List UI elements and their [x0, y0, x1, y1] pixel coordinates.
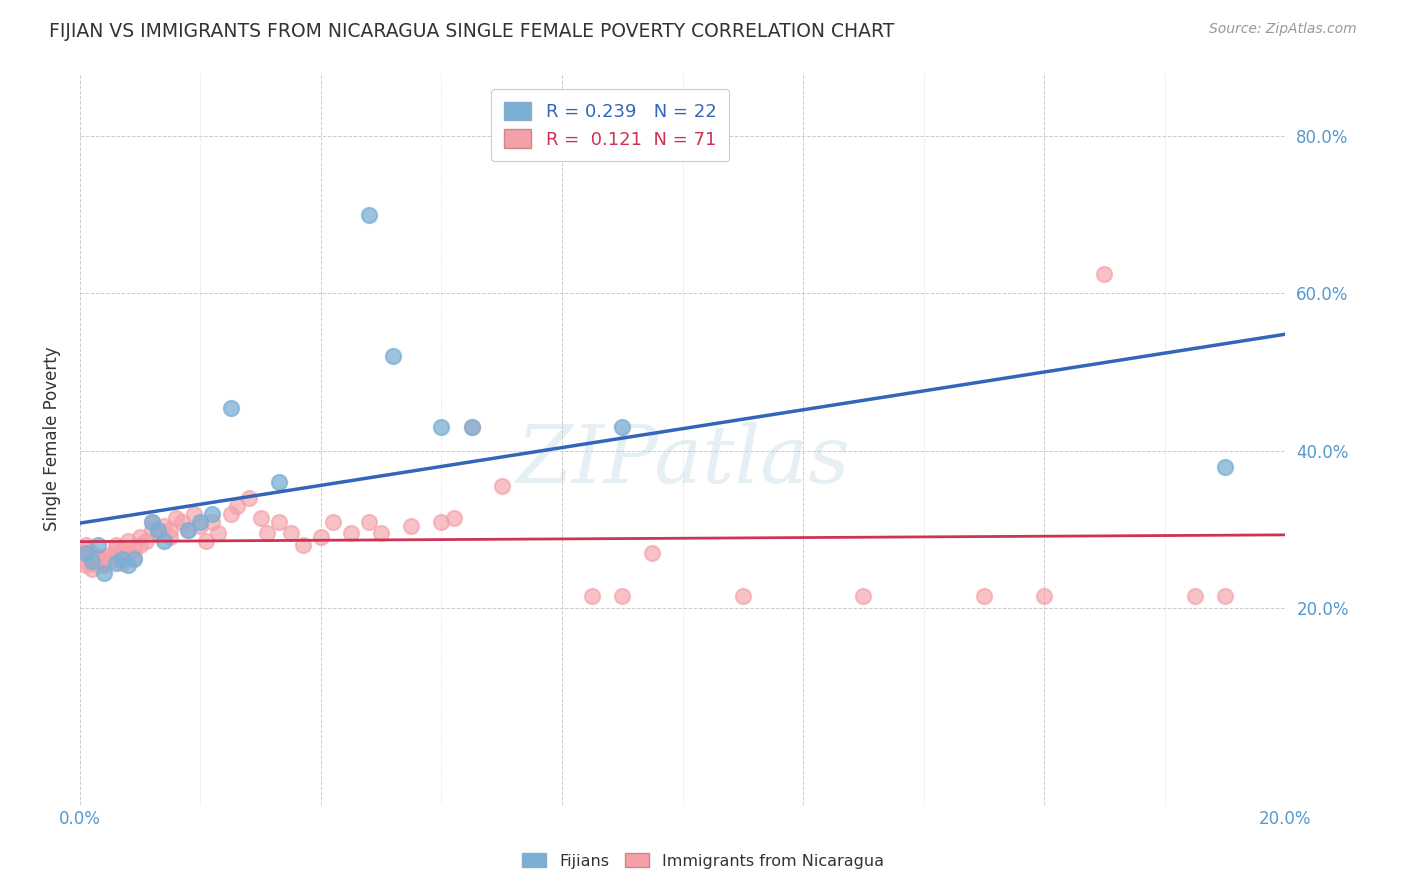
- Point: [183, 507, 205, 521]
- Point: [93, 556, 115, 570]
- Point: [201, 515, 224, 529]
- Point: [207, 526, 229, 541]
- Y-axis label: Single Female Poverty: Single Female Poverty: [44, 347, 60, 532]
- Point: [153, 534, 176, 549]
- Point: [256, 526, 278, 541]
- Point: [219, 401, 242, 415]
- Point: [249, 510, 271, 524]
- Point: [93, 550, 115, 565]
- Point: [291, 538, 314, 552]
- Point: [80, 546, 103, 560]
- Point: [1213, 459, 1236, 474]
- Point: [93, 566, 115, 580]
- Point: [80, 554, 103, 568]
- Point: [172, 515, 194, 529]
- Point: [973, 590, 995, 604]
- Point: [195, 534, 218, 549]
- Point: [75, 546, 97, 560]
- Point: [75, 554, 97, 568]
- Point: [87, 550, 110, 565]
- Point: [75, 542, 97, 557]
- Point: [80, 556, 103, 570]
- Point: [141, 515, 163, 529]
- Point: [87, 554, 110, 568]
- Point: [1092, 267, 1115, 281]
- Point: [148, 526, 170, 541]
- Point: [75, 546, 97, 560]
- Point: [148, 523, 170, 537]
- Point: [122, 542, 145, 557]
- Point: [581, 590, 603, 604]
- Point: [177, 523, 200, 537]
- Point: [122, 552, 145, 566]
- Text: ZIPatlas: ZIPatlas: [516, 422, 849, 500]
- Point: [87, 558, 110, 572]
- Point: [225, 499, 247, 513]
- Point: [75, 538, 97, 552]
- Point: [359, 208, 381, 222]
- Point: [359, 515, 381, 529]
- Legend: Fijians, Immigrants from Nicaragua: Fijians, Immigrants from Nicaragua: [516, 847, 890, 875]
- Point: [111, 552, 134, 566]
- Point: [93, 558, 115, 572]
- Point: [111, 542, 134, 557]
- Point: [177, 523, 200, 537]
- Point: [641, 546, 664, 560]
- Point: [430, 515, 453, 529]
- Point: [117, 534, 139, 549]
- Point: [238, 491, 260, 505]
- Point: [1184, 590, 1206, 604]
- Point: [165, 510, 187, 524]
- Point: [267, 475, 290, 490]
- Point: [190, 515, 212, 529]
- Point: [267, 515, 290, 529]
- Text: FIJIAN VS IMMIGRANTS FROM NICARAGUA SINGLE FEMALE POVERTY CORRELATION CHART: FIJIAN VS IMMIGRANTS FROM NICARAGUA SING…: [49, 22, 894, 41]
- Point: [129, 538, 152, 552]
- Point: [430, 420, 453, 434]
- Legend: R = 0.239   N = 22, R =  0.121  N = 71: R = 0.239 N = 22, R = 0.121 N = 71: [492, 89, 728, 161]
- Point: [141, 523, 163, 537]
- Point: [117, 558, 139, 572]
- Point: [117, 546, 139, 560]
- Point: [190, 518, 212, 533]
- Point: [141, 515, 163, 529]
- Point: [491, 479, 513, 493]
- Point: [1033, 590, 1056, 604]
- Point: [201, 507, 224, 521]
- Point: [340, 526, 363, 541]
- Text: Source: ZipAtlas.com: Source: ZipAtlas.com: [1209, 22, 1357, 37]
- Point: [159, 530, 181, 544]
- Point: [111, 556, 134, 570]
- Point: [80, 552, 103, 566]
- Point: [401, 518, 423, 533]
- Point: [98, 554, 121, 568]
- Point: [280, 526, 302, 541]
- Point: [852, 590, 875, 604]
- Point: [98, 548, 121, 562]
- Point: [1213, 590, 1236, 604]
- Point: [105, 542, 128, 557]
- Point: [443, 510, 465, 524]
- Point: [80, 562, 103, 576]
- Point: [322, 515, 344, 529]
- Point: [460, 420, 482, 434]
- Point: [87, 538, 110, 552]
- Point: [105, 556, 128, 570]
- Point: [612, 590, 634, 604]
- Point: [75, 558, 97, 572]
- Point: [460, 420, 482, 434]
- Point: [731, 590, 754, 604]
- Point: [370, 526, 392, 541]
- Point: [612, 420, 634, 434]
- Point: [219, 507, 242, 521]
- Point: [122, 550, 145, 565]
- Point: [105, 538, 128, 552]
- Point: [382, 350, 405, 364]
- Point: [153, 518, 176, 533]
- Point: [135, 534, 157, 549]
- Point: [111, 552, 134, 566]
- Point: [159, 523, 181, 537]
- Point: [309, 530, 332, 544]
- Point: [129, 530, 152, 544]
